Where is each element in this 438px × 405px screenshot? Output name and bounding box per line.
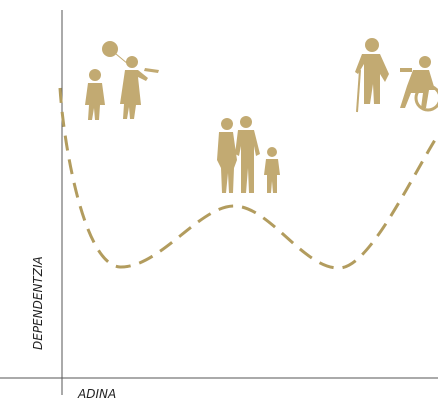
- children-figure: [85, 41, 159, 120]
- family-figure: [217, 116, 280, 193]
- x-axis-label: ADINA: [77, 387, 116, 401]
- y-axis-label: DEPENDENTZIA: [31, 256, 45, 350]
- elderly-figure: [355, 38, 438, 113]
